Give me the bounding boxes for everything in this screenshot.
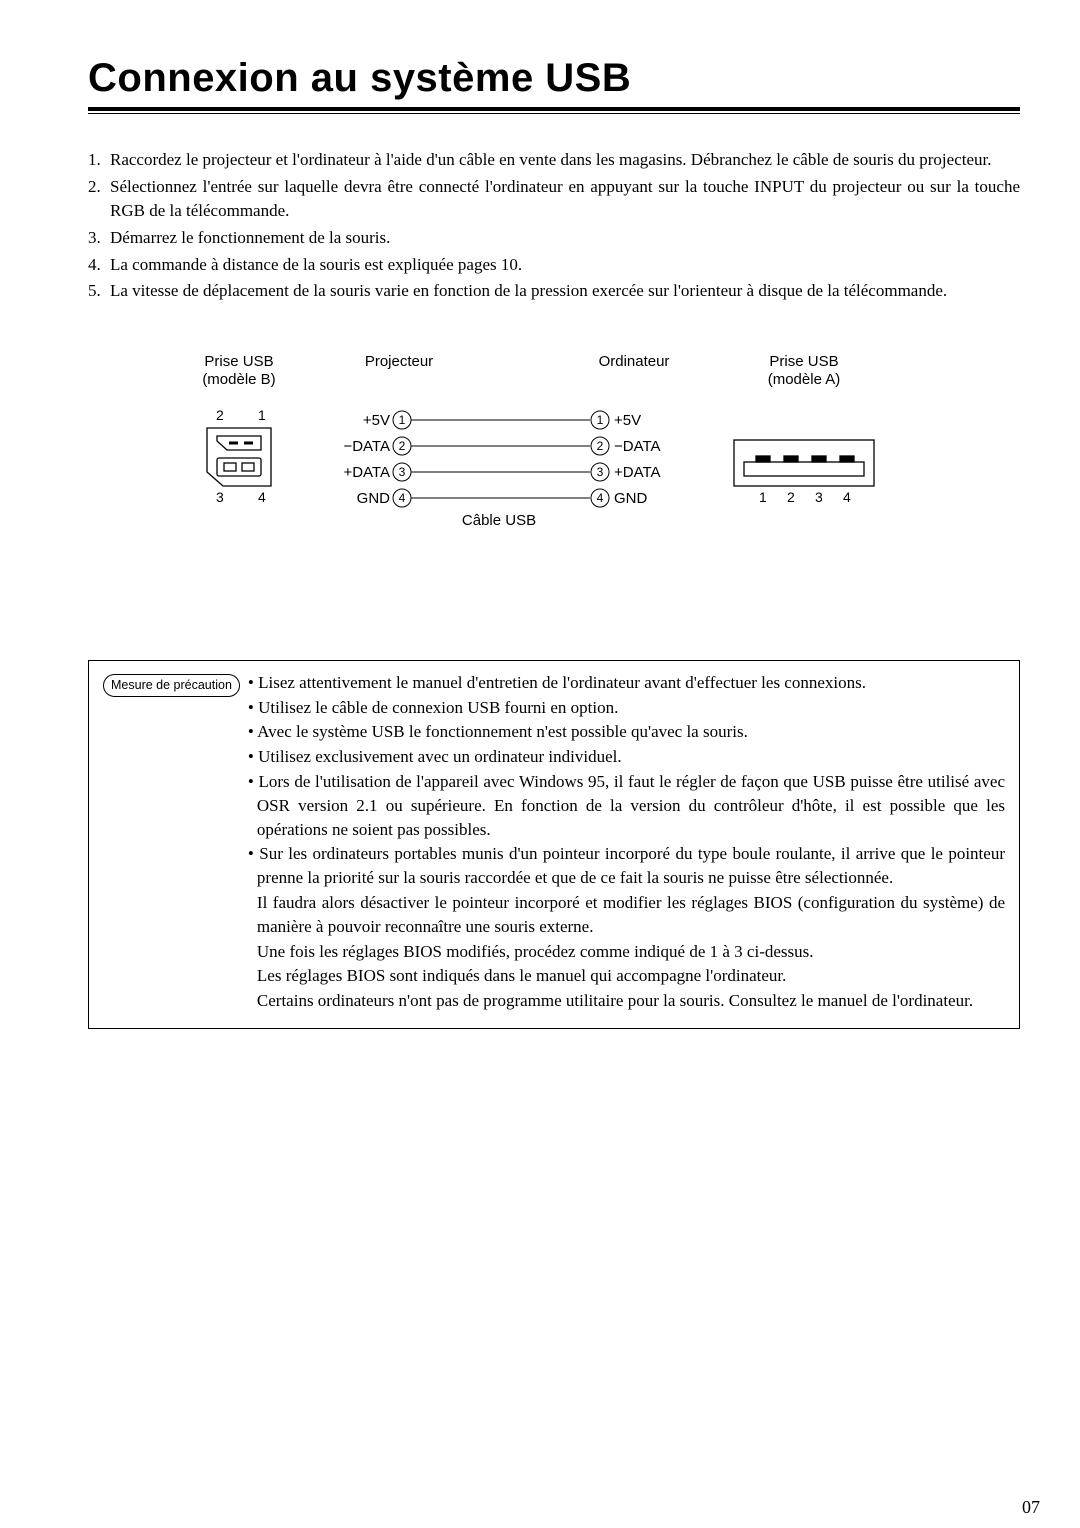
caution-cont: Certains ordinateurs n'ont pas de progra… [248, 989, 1005, 1013]
svg-text:1: 1 [759, 489, 767, 505]
rule-thin [88, 113, 1020, 114]
list-item: 3.Démarrez le fonctionnement de la souri… [88, 226, 1020, 251]
cable-label: Câble USB [462, 512, 536, 529]
caution-item: • Sur les ordinateurs portables munis d'… [248, 842, 1005, 890]
svg-text:2: 2 [216, 407, 224, 423]
svg-text:3: 3 [399, 465, 406, 479]
svg-text:1: 1 [399, 413, 406, 427]
usb-a-icon: 1 2 3 4 [734, 440, 874, 505]
svg-text:2: 2 [399, 439, 406, 453]
caution-cont: Les réglages BIOS sont indiqués dans le … [248, 964, 1005, 988]
svg-text:4: 4 [597, 491, 604, 505]
label-usb-b: Prise USB [204, 353, 273, 370]
list-item: 4.La commande à distance de la souris es… [88, 253, 1020, 278]
list-item: 5.La vitesse de déplacement de la souris… [88, 279, 1020, 304]
usb-b-icon: 2 1 3 4 [207, 407, 271, 505]
pin-right-2: −DATA [614, 438, 661, 455]
caution-cont: Une fois les réglages BIOS modifiés, pro… [248, 940, 1005, 964]
caution-badge: Mesure de précaution [103, 674, 240, 698]
caution-item: • Lors de l'utilisation de l'appareil av… [248, 770, 1005, 841]
label-usb-a-sub: (modèle A) [768, 371, 841, 388]
pin-left-3: +DATA [343, 464, 390, 481]
pin-right-1: +5V [614, 412, 641, 429]
svg-text:2: 2 [597, 439, 604, 453]
list-text: Sélectionnez l'entrée sur laquelle devra… [110, 175, 1020, 224]
instructions-list: 1.Raccordez le projecteur et l'ordinateu… [88, 148, 1020, 304]
caution-cont: Il faudra alors désactiver le pointeur i… [248, 891, 1005, 939]
page-number: 07 [1022, 1497, 1040, 1518]
svg-text:3: 3 [815, 489, 823, 505]
pin-right-3: +DATA [614, 464, 661, 481]
caution-item: • Utilisez exclusivement avec un ordinat… [248, 745, 1005, 769]
wire-group: +5V −DATA +DATA GND +5V −DATA +DATA GND … [343, 411, 660, 529]
svg-text:2: 2 [787, 489, 795, 505]
caution-box: Mesure de précaution • Lisez attentiveme… [88, 660, 1020, 1029]
label-computer: Ordinateur [599, 353, 670, 370]
usb-diagram: Prise USB (modèle B) Projecteur Ordinate… [88, 350, 1020, 560]
svg-text:4: 4 [258, 489, 266, 505]
pin-left-4: GND [357, 490, 391, 507]
pin-left-2: −DATA [343, 438, 390, 455]
label-usb-b-sub: (modèle B) [202, 371, 275, 388]
rule-thick [88, 107, 1020, 111]
list-text: Raccordez le projecteur et l'ordinateur … [110, 148, 991, 173]
label-usb-a: Prise USB [769, 353, 838, 370]
title-block: Connexion au système USB [88, 56, 1020, 114]
list-text: La vitesse de déplacement de la souris v… [110, 279, 947, 304]
caution-item: • Avec le système USB le fonctionnement … [248, 720, 1005, 744]
svg-text:1: 1 [597, 413, 604, 427]
svg-text:3: 3 [216, 489, 224, 505]
svg-text:3: 3 [597, 465, 604, 479]
svg-text:4: 4 [399, 491, 406, 505]
pin-right-4: GND [614, 490, 648, 507]
list-text: La commande à distance de la souris est … [110, 253, 522, 278]
caution-item: • Lisez attentivement le manuel d'entret… [248, 671, 1005, 695]
list-item: 1.Raccordez le projecteur et l'ordinateu… [88, 148, 1020, 173]
svg-text:4: 4 [843, 489, 851, 505]
caution-item: • Utilisez le câble de connexion USB fou… [248, 696, 1005, 720]
page-title: Connexion au système USB [88, 56, 1020, 101]
list-text: Démarrez le fonctionnement de la souris. [110, 226, 390, 251]
caution-body: • Lisez attentivement le manuel d'entret… [248, 671, 1005, 1014]
label-projector: Projecteur [365, 353, 433, 370]
pin-left-1: +5V [363, 412, 390, 429]
svg-text:1: 1 [258, 407, 266, 423]
list-item: 2.Sélectionnez l'entrée sur laquelle dev… [88, 175, 1020, 224]
usb-diagram-svg: Prise USB (modèle B) Projecteur Ordinate… [144, 350, 964, 560]
